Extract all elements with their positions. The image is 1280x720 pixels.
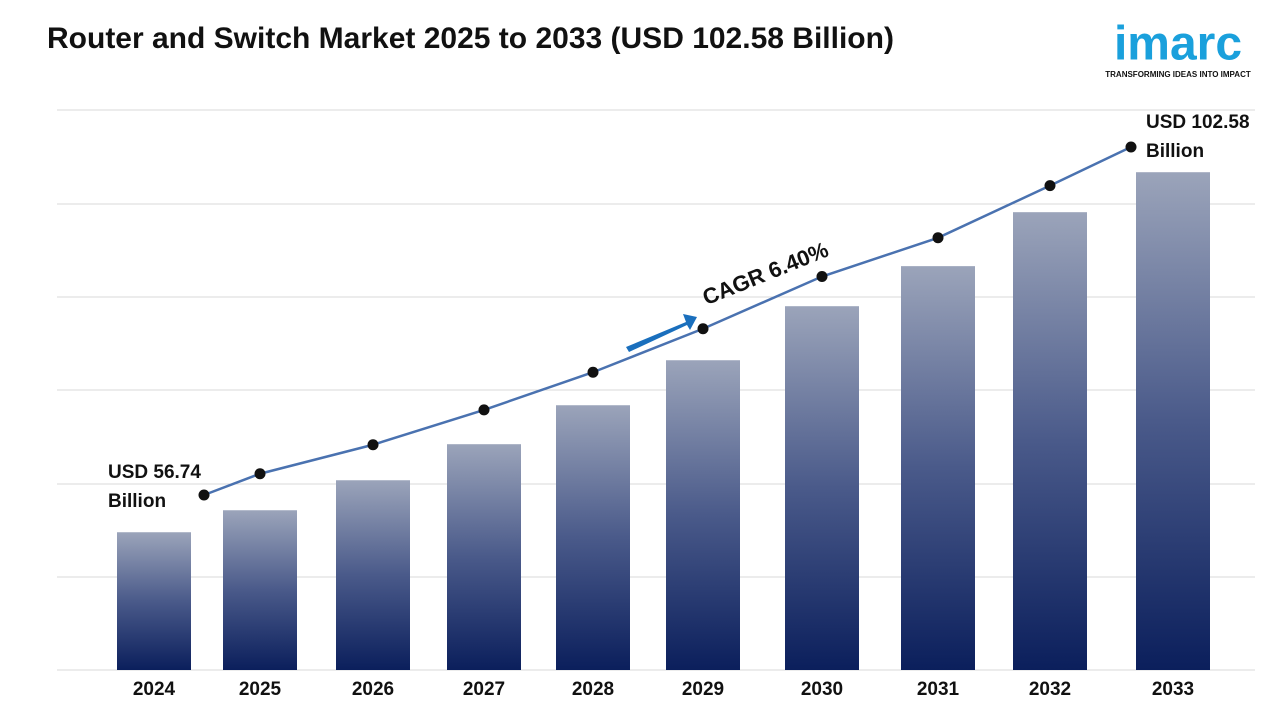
x-tick-label: 2030 [801,679,843,700]
x-tick-label: 2027 [463,679,505,700]
logo-name: imarc [1114,18,1242,71]
x-tick-label: 2033 [1152,679,1194,700]
trend-line [203,145,1132,497]
value-label: USD 56.74 Billion [108,462,201,512]
trend-point [254,468,266,480]
value-label: USD 102.58 Billion [1146,112,1250,162]
bar [1136,172,1210,670]
bar [785,306,859,670]
trend-point [697,323,709,335]
trend-point [198,489,210,501]
x-tick-label: 2029 [682,679,724,700]
x-tick-label: 2025 [239,679,282,700]
trend-point [932,232,944,244]
bar [223,510,297,670]
bar [901,266,975,670]
logo-tagline: TRANSFORMING IDEAS INTO IMPACT [1105,70,1251,79]
trend-point [587,366,599,378]
bar [556,405,630,670]
trend-point [1125,141,1137,153]
bar [666,360,740,670]
x-tick-label: 2026 [352,679,394,700]
bar [117,532,191,670]
bar [336,480,410,670]
x-tick-label: 2024 [133,679,176,700]
bar [1013,212,1087,671]
cagr-label: CAGR 6.40% [699,237,832,310]
chart-title: Router and Switch Market 2025 to 2033 (U… [47,22,894,55]
bar [447,444,521,670]
x-tick-label: 2031 [917,679,960,700]
cagr-arrow [626,314,697,352]
x-tick-label: 2028 [572,679,614,700]
x-tick-label: 2032 [1029,679,1071,700]
trend-point [367,439,379,451]
trend-point [478,404,490,416]
trend-point [1044,180,1056,192]
trend-point [816,271,828,283]
